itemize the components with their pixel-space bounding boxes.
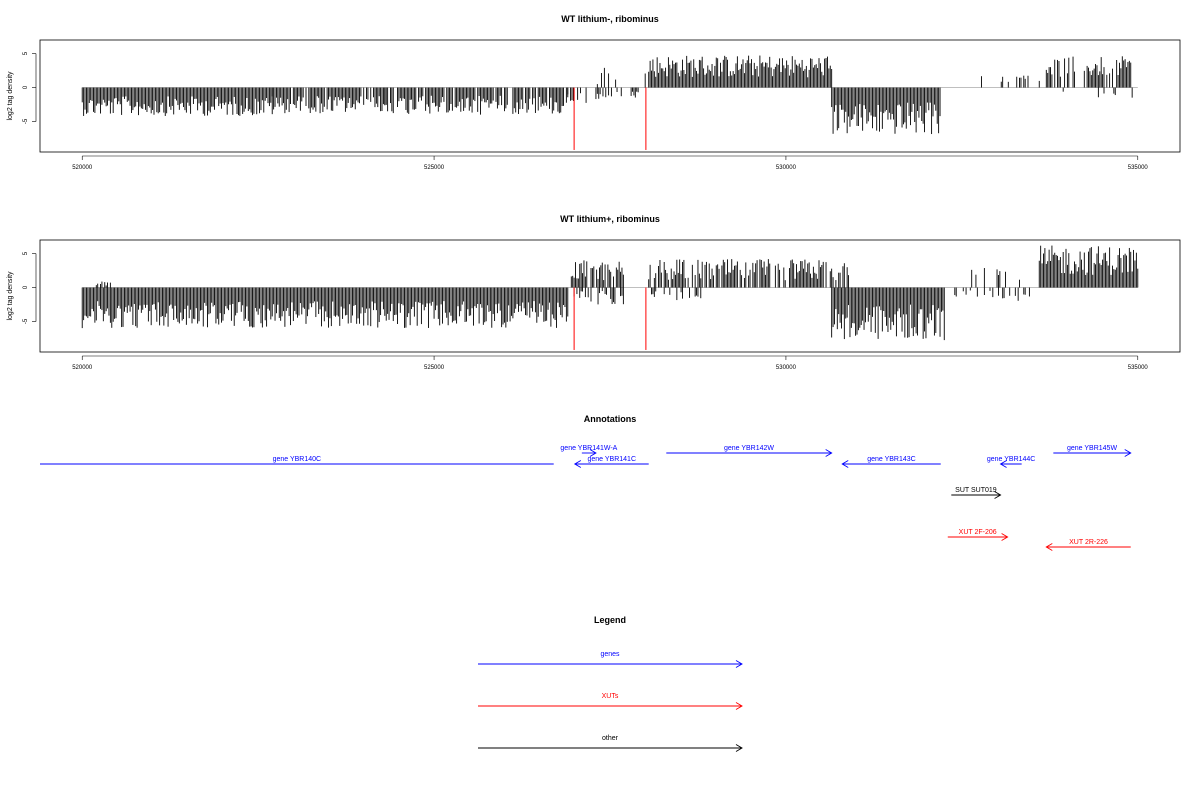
x-tick-label: 535000 bbox=[1128, 365, 1149, 371]
legend-label: XUTs bbox=[602, 693, 619, 700]
feature-label: gene YBR142W bbox=[724, 445, 774, 452]
arrow-head bbox=[589, 449, 597, 457]
arrow-head bbox=[994, 491, 1002, 499]
legend-item: genes bbox=[478, 651, 743, 668]
feature-label: gene YBR141W-A bbox=[560, 445, 617, 452]
legend-title: Legend bbox=[594, 615, 626, 625]
x-tick-label: 520000 bbox=[72, 365, 93, 371]
y-axis-label: log2 tag density bbox=[7, 71, 14, 121]
feature-label: SUT SUT019 bbox=[955, 487, 997, 494]
legend-label: other bbox=[602, 735, 619, 742]
arrow-head bbox=[1001, 533, 1009, 541]
y-axis: 5 0 -5 bbox=[23, 51, 37, 124]
annotation-feature: XUT 2F-206 bbox=[947, 529, 1009, 541]
x-tick-label: 530000 bbox=[776, 165, 797, 171]
arrow-head bbox=[735, 702, 743, 710]
annotation-feature: XUT 2R-226 bbox=[1045, 539, 1131, 551]
annotation-feature: gene YBR145W bbox=[1053, 445, 1132, 457]
arrow-head bbox=[1124, 449, 1132, 457]
panel-title: WT lithium-, ribominus bbox=[561, 14, 659, 24]
y-tick-label: -5 bbox=[23, 318, 29, 324]
annotation-features: gene YBR140C gene YBR141W-A gene YBR141C ge… bbox=[40, 445, 1132, 551]
annotation-feature: gene YBR143C bbox=[841, 456, 941, 468]
annotation-feature: SUT SUT019 bbox=[951, 487, 1002, 499]
annotation-feature: gene YBR140C bbox=[40, 456, 554, 465]
legend-item: other bbox=[478, 735, 743, 752]
y-tick-label: 5 bbox=[23, 251, 29, 255]
annotation-feature: gene YBR144C bbox=[987, 456, 1036, 468]
arrow-head bbox=[999, 460, 1007, 468]
plot-frame bbox=[39, 39, 1181, 153]
x-tick-label: 530000 bbox=[776, 365, 797, 371]
marker-lines bbox=[573, 87, 647, 150]
x-axis: 520000 525000 530000 535000 bbox=[72, 155, 1149, 171]
feature-label: gene YBR143C bbox=[867, 456, 916, 463]
feature-label: gene YBR145W bbox=[1067, 445, 1117, 452]
y-tick-label: 5 bbox=[23, 51, 29, 55]
plot-frame bbox=[39, 239, 1181, 353]
x-tick-label: 525000 bbox=[424, 165, 445, 171]
arrow-head bbox=[841, 460, 849, 468]
marker-lines bbox=[573, 287, 647, 350]
annotation-feature: gene YBR142W bbox=[666, 445, 833, 457]
coverage-bars bbox=[81, 55, 1138, 135]
panel-title: WT lithium+, ribominus bbox=[560, 214, 660, 224]
feature-label: gene YBR144C bbox=[987, 456, 1036, 463]
coverage-bars bbox=[81, 245, 1139, 341]
feature-label: gene YBR141C bbox=[587, 456, 636, 463]
y-tick-label: 0 bbox=[23, 285, 29, 289]
arrow-head bbox=[573, 460, 582, 468]
annotation-feature: gene YBR141C bbox=[573, 456, 649, 468]
track-panel-lithium-minus: WT lithium-, ribominus 520000 525000 53000… bbox=[7, 14, 1181, 171]
x-tick-label: 535000 bbox=[1128, 165, 1149, 171]
arrow-head bbox=[1045, 543, 1053, 551]
x-tick-label: 525000 bbox=[424, 365, 445, 371]
y-axis: 5 0 -5 bbox=[23, 251, 37, 324]
legend-item: XUTs bbox=[478, 693, 743, 710]
y-tick-label: 0 bbox=[23, 85, 29, 89]
track-panel-lithium-plus: WT lithium+, ribominus 520000 525000 53000… bbox=[7, 214, 1181, 371]
legend-label: genes bbox=[600, 651, 620, 658]
y-axis-label: log2 tag density bbox=[7, 271, 14, 321]
arrow-head bbox=[735, 660, 743, 668]
x-tick-label: 520000 bbox=[72, 165, 93, 171]
legend: Legend genes XUTs other bbox=[478, 615, 743, 752]
annotation-feature: gene YBR141W-A bbox=[560, 445, 618, 457]
feature-label: XUT 2R-226 bbox=[1069, 539, 1108, 546]
arrow-head bbox=[735, 744, 743, 752]
feature-label: gene YBR140C bbox=[273, 456, 322, 463]
y-tick-label: -5 bbox=[23, 118, 29, 124]
x-axis: 520000 525000 530000 535000 bbox=[72, 355, 1149, 371]
legend-items: genes XUTs other bbox=[478, 651, 743, 752]
annotations-title: Annotations bbox=[584, 414, 637, 424]
arrow-head bbox=[825, 449, 833, 457]
feature-label: XUT 2F-206 bbox=[959, 529, 997, 536]
